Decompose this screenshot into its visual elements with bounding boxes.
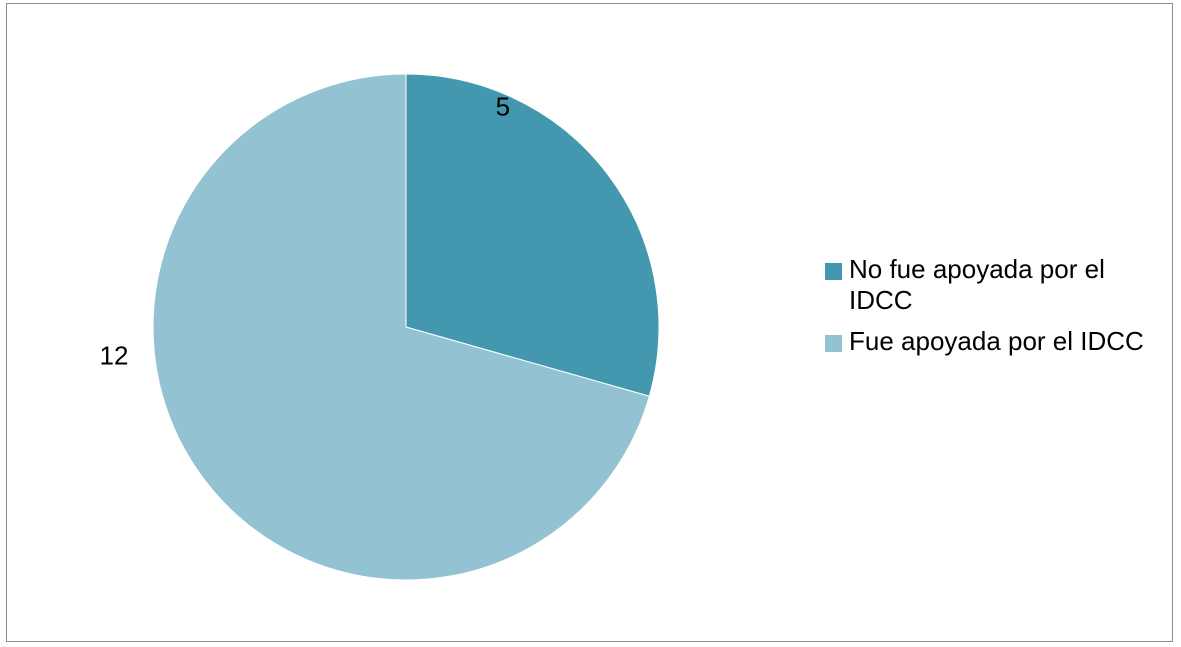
legend-swatch-apoyada (825, 335, 842, 352)
legend: No fue apoyada por el IDCC Fue apoyada p… (825, 254, 1175, 367)
pie-slice-apoyada (152, 73, 650, 581)
pie-slice-no-apoyada (405, 73, 660, 397)
legend-label-apoyada: Fue apoyada por el IDCC (849, 326, 1144, 356)
legend-item-apoyada: Fue apoyada por el IDCC (825, 326, 1175, 357)
legend-item-no-apoyada: No fue apoyada por el IDCC (825, 254, 1175, 316)
legend-swatch-no-apoyada (825, 263, 842, 280)
data-label-apoyada: 12 (100, 340, 129, 370)
data-label-no-apoyada: 5 (496, 92, 510, 122)
pie-chart: 5 12 (100, 73, 660, 581)
legend-label-no-apoyada: No fue apoyada por el IDCC (849, 254, 1105, 315)
chart-area: 5 12 No fue apoyada por el IDCC Fue apoya… (6, 3, 1173, 642)
